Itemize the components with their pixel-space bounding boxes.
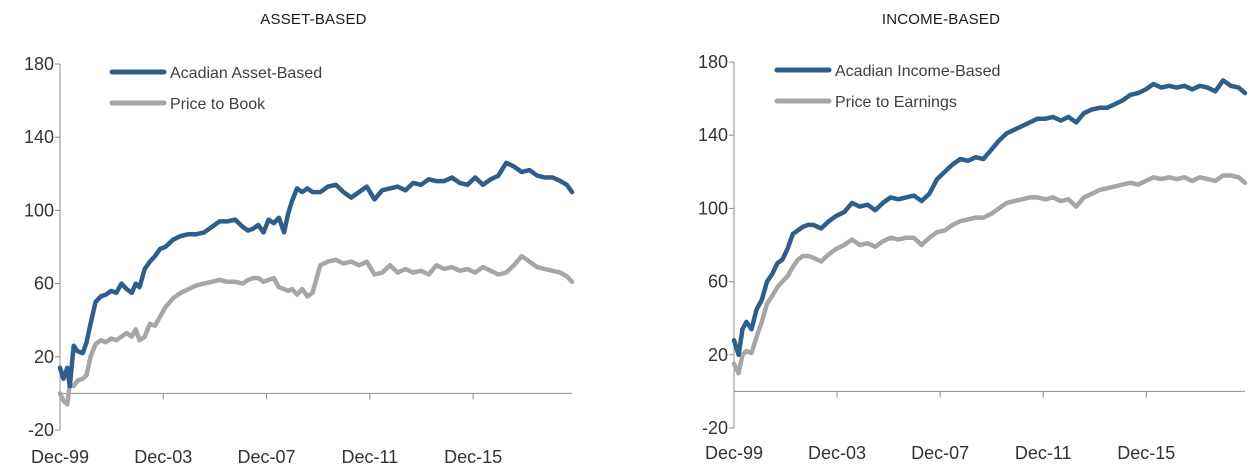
chart-title: INCOME-BASED — [881, 11, 1001, 28]
x-tick-label: Dec-03 — [134, 447, 192, 467]
asset-based-chart-panel: ASSET-BASED -20 20 60 100 140 180 Dec-99 Dec-03… — [0, 0, 627, 472]
series-line-0 — [731, 78, 1248, 358]
x-tick-label: Dec-11 — [341, 447, 398, 467]
legend-label: Acadian Asset-Based — [170, 65, 322, 82]
legend-label: Price to Earnings — [835, 94, 957, 111]
x-tick-label: Dec-15 — [444, 447, 502, 467]
y-tick-label: 60 — [34, 274, 54, 294]
y-tick-label: 20 — [708, 345, 728, 365]
x-tick-label: Dec-03 — [808, 443, 866, 463]
series-line-1 — [57, 253, 575, 407]
y-tick-label: 180 — [24, 54, 54, 74]
x-tick-label: Dec-15 — [1117, 443, 1175, 463]
legend-label: Price to Book — [170, 96, 266, 113]
y-tick-label: 140 — [24, 127, 54, 147]
series-line-0 — [57, 160, 575, 389]
y-tick-label: 60 — [708, 272, 728, 292]
chart-title: ASSET-BASED — [260, 11, 367, 28]
y-tick-label: 100 — [698, 198, 728, 218]
x-tick-label: Dec-99 — [705, 443, 763, 463]
x-tick-label: Dec-99 — [31, 447, 89, 467]
x-tick-label: Dec-07 — [238, 447, 296, 467]
income-based-chart-panel: INCOME-BASED -20 20 60 100 140 180 Dec-99 Dec-0… — [627, 0, 1255, 472]
asset-based-chart: -20 20 60 100 140 180 Dec-99 Dec-03 Dec-07 Dec-11… — [24, 54, 575, 467]
x-tick-label: Dec-07 — [911, 443, 969, 463]
y-tick-label: -20 — [28, 420, 54, 440]
y-tick-label: 140 — [698, 125, 728, 145]
y-tick-label: 180 — [698, 52, 728, 72]
y-tick-label: 100 — [24, 200, 54, 220]
legend-label: Acadian Income-Based — [835, 63, 1000, 80]
x-tick-label: Dec-11 — [1015, 443, 1072, 463]
series-line-1 — [731, 173, 1248, 376]
income-based-chart: -20 20 60 100 140 180 Dec-99 Dec-03 Dec-07 Dec-11… — [698, 52, 1248, 463]
y-tick-label: 20 — [34, 347, 54, 367]
y-tick-label: -20 — [702, 418, 728, 438]
